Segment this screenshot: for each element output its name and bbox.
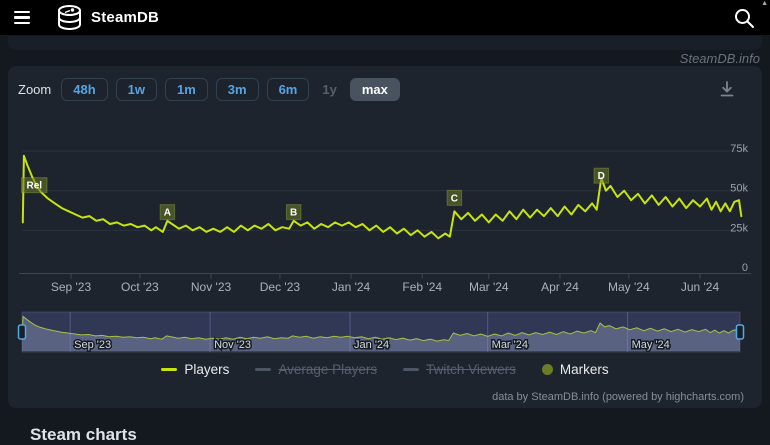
- previous-panel-bottom: [8, 36, 762, 50]
- legend-item-average-players[interactable]: Average Players: [255, 362, 377, 377]
- top-navigation-bar: SteamDB ▲: [0, 0, 770, 35]
- range-button-3m[interactable]: 3m: [215, 78, 259, 101]
- x-axis-label: Oct '23: [121, 280, 159, 294]
- navigator[interactable]: Sep '23 Nov '23 Jan '24 Mar '24 May '24: [17, 311, 745, 353]
- range-button-max[interactable]: max: [349, 78, 400, 101]
- chart-marker-a[interactable]: A: [159, 204, 176, 221]
- steamdb-logo-icon: [56, 4, 83, 31]
- legend-label: Average Players: [278, 362, 378, 377]
- chart-credit: data by SteamDB.info (powered by highcha…: [492, 391, 744, 403]
- search-icon[interactable]: [732, 6, 756, 30]
- x-axis-label: May '24: [608, 280, 650, 294]
- legend-swatch-twitch-viewers: [403, 368, 420, 371]
- y-axis-label: 75k: [730, 143, 748, 155]
- y-axis-label: 25k: [730, 222, 748, 234]
- legend-item-twitch-viewers[interactable]: Twitch Viewers: [403, 362, 516, 377]
- steamdb-home-link[interactable]: SteamDB: [56, 4, 159, 31]
- navigator-handle-right[interactable]: [735, 324, 745, 340]
- scrollbar-up-arrow[interactable]: ▲: [761, 0, 768, 7]
- players-series-line[interactable]: [21, 154, 743, 240]
- chart-marker-c[interactable]: C: [446, 189, 463, 206]
- range-buttons: 48h 1w 1m 3m 6m 1y max: [61, 78, 400, 101]
- navigator-handle-left[interactable]: [17, 324, 27, 340]
- chart-marker-b[interactable]: B: [285, 204, 302, 221]
- range-button-1w[interactable]: 1w: [115, 78, 157, 101]
- y-axis-label: 50k: [730, 183, 748, 195]
- navigator-axis-label: Jan '24: [354, 339, 389, 351]
- app-title: SteamDB: [91, 9, 160, 26]
- range-button-48h[interactable]: 48h: [61, 78, 108, 101]
- download-chart-icon[interactable]: [718, 80, 736, 98]
- range-button-1m[interactable]: 1m: [164, 78, 208, 101]
- svg-text:Rel: Rel: [26, 181, 42, 192]
- navigator-axis-label: Mar '24: [492, 339, 528, 351]
- zoom-toolbar: Zoom 48h 1w 1m 3m 6m 1y max: [18, 78, 400, 101]
- x-axis-label: Nov '23: [191, 280, 232, 294]
- x-axis-label: Jun '24: [681, 280, 720, 294]
- legend-item-players[interactable]: Players: [161, 362, 229, 377]
- chart-legend: Players Average Players Twitch Viewers Mark…: [8, 362, 762, 377]
- legend-swatch-average-players: [255, 368, 272, 371]
- x-axis-label: Sep '23: [51, 280, 92, 294]
- range-button-1y: 1y: [317, 79, 341, 100]
- x-axis-label: Feb '24: [402, 280, 442, 294]
- menu-hamburger-icon[interactable]: [14, 11, 30, 24]
- section-heading-steam-charts: Steam charts: [30, 425, 137, 444]
- legend-swatch-players: [161, 368, 178, 371]
- legend-label: Markers: [559, 362, 609, 377]
- steamdb-watermark: SteamDB.info: [679, 51, 760, 66]
- svg-text:B: B: [290, 208, 297, 219]
- x-axis-label: Jan '24: [332, 280, 371, 294]
- legend-label: Players: [184, 362, 230, 377]
- legend-swatch-markers: [541, 364, 553, 375]
- navigator-axis-label: Nov '23: [214, 339, 251, 351]
- range-button-6m[interactable]: 6m: [266, 78, 310, 101]
- x-axis-label: Dec '23: [260, 280, 301, 294]
- chart-marker-d[interactable]: D: [593, 167, 610, 184]
- svg-text:A: A: [164, 208, 171, 219]
- navigator-axis-label: Sep '23: [74, 339, 111, 351]
- players-chart[interactable]: 75k 50k 25k 0 Sep '23 Oct '23 Nov '23 Dec '23 Ja…: [0, 0, 770, 433]
- legend-item-markers[interactable]: Markers: [541, 362, 609, 377]
- svg-text:C: C: [451, 193, 458, 204]
- navigator-axis-label: May '24: [632, 339, 670, 351]
- chart-marker-rel[interactable]: Rel: [21, 177, 48, 194]
- zoom-label: Zoom: [18, 82, 52, 97]
- svg-text:D: D: [598, 171, 605, 182]
- x-axis-label: Mar '24: [469, 280, 509, 294]
- legend-label: Twitch Viewers: [426, 362, 516, 377]
- y-axis-label: 0: [742, 262, 748, 274]
- x-axis-label: Apr '24: [541, 280, 579, 294]
